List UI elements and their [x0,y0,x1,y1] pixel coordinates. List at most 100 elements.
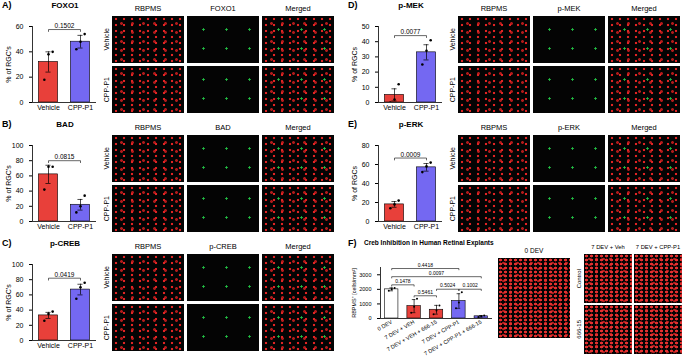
svg-text:0.0097: 0.0097 [429,270,445,276]
html-text:CPP-P1: CPP-P1 [102,195,110,222]
svg-text:0.1478: 0.1478 [395,278,411,284]
svg-text:2000: 2000 [359,286,371,292]
html-text:BAD: BAD [56,120,74,129]
html-text:CPP-P1: CPP-P1 [102,314,110,341]
html-text:CPP-P1: CPP-P1 [102,76,110,103]
svg-text:7 DEV + VEH: 7 DEV + VEH [383,318,416,341]
html-text:C): C) [2,238,12,248]
svg-text:40: 40 [16,48,24,55]
html-text:F): F) [348,238,357,248]
svg-text:0: 0 [20,337,24,344]
svg-text:0: 0 [366,99,370,106]
html-text:Merged: Merged [285,242,311,251]
svg-text:0.1502: 0.1502 [55,22,75,29]
html-text:CPP-P1: CPP-P1 [448,195,456,222]
html-text:p-ERK: p-ERK [398,120,424,129]
svg-text:Vehicle: Vehicle [37,104,60,111]
svg-text:20: 20 [362,199,370,206]
html-text:RBPMS: RBPMS [134,4,162,13]
html-text:0 DEV: 0 DEV [524,247,544,254]
svg-text:0 DEV: 0 DEV [376,319,393,332]
svg-text:40: 40 [362,38,370,45]
svg-text:60: 60 [16,172,24,179]
html-text:Merged: Merged [631,4,657,13]
svg-text:% of RGCs: % of RGCs [351,47,358,83]
html-text:RBPMS: RBPMS [480,123,508,132]
svg-text:80: 80 [16,157,24,164]
svg-text:80: 80 [16,276,24,283]
svg-text:0.5461: 0.5461 [418,289,434,295]
svg-text:0.0009: 0.0009 [401,151,421,158]
svg-text:20: 20 [16,203,24,210]
html-text:FOXO1: FOXO1 [210,4,236,13]
html-text:Merged: Merged [285,123,311,132]
html-text:A): A) [2,0,12,10]
html-text:Merged: Merged [631,123,657,132]
html-text:Vehicle: Vehicle [102,266,110,289]
svg-text:7 DEV + CPP-P1 + 666-15: 7 DEV + CPP-P1 + 666-15 [423,319,483,356]
html-text:Vehicle: Vehicle [102,147,110,170]
svg-text:100: 100 [12,142,24,149]
html-text:RBPMS: RBPMS [134,123,162,132]
svg-text:CPP-P1: CPP-P1 [68,104,93,111]
svg-text:40: 40 [16,306,24,313]
html-text:D): D) [348,0,358,10]
svg-text:60: 60 [16,23,24,30]
svg-text:0: 0 [20,99,24,106]
svg-text:60: 60 [362,161,370,168]
html-text:Vehicle: Vehicle [448,28,456,51]
html-text:RBPMS: RBPMS [480,4,508,13]
svg-text:0.0077: 0.0077 [401,28,421,35]
svg-text:10: 10 [362,84,370,91]
html-text:p-ERK: p-ERK [558,123,580,132]
svg-text:Vehicle: Vehicle [37,223,60,230]
svg-text:% of RGC's: % of RGC's [5,165,12,202]
svg-text:1000: 1000 [359,301,371,307]
svg-text:20: 20 [362,68,370,75]
svg-text:% of RGC's: % of RGC's [5,284,12,321]
html-text:BAD: BAD [215,123,231,132]
html-text:p-CREB: p-CREB [209,242,237,251]
html-text:p-CREB: p-CREB [49,239,81,248]
svg-text:0.0419: 0.0419 [55,271,75,278]
svg-text:20: 20 [16,322,24,329]
svg-text:% of RGCs: % of RGCs [351,166,358,202]
svg-text:3000: 3000 [359,272,371,278]
svg-text:40: 40 [362,180,370,187]
html-text:Merged: Merged [285,4,311,13]
svg-text:CPP-P1: CPP-P1 [414,104,439,111]
svg-text:40: 40 [16,187,24,194]
html-text:p-MEK: p-MEK [398,1,424,10]
svg-text:20: 20 [16,73,24,80]
svg-text:CPP-P1: CPP-P1 [68,223,93,230]
html-text:CPP-P1: CPP-P1 [448,76,456,103]
svg-text:0.4418: 0.4418 [418,262,434,268]
svg-text:0: 0 [368,315,371,321]
html-text:RBPMS: RBPMS [134,242,162,251]
html-text:Vehicle: Vehicle [102,28,110,51]
svg-text:60: 60 [16,291,24,298]
svg-text:0: 0 [20,218,24,225]
html-text:p-MEK: p-MEK [557,4,581,13]
html-text:Vehicle: Vehicle [448,147,456,170]
svg-text:0.1002: 0.1002 [462,282,478,288]
svg-text:50: 50 [362,23,370,30]
html-text:E): E) [348,119,357,129]
svg-text:RBPMS⁺ [cells/mm²]: RBPMS⁺ [cells/mm²] [351,268,357,318]
svg-text:Vehicle: Vehicle [383,104,406,111]
html-text:Creb Inhibition in Human Retin: Creb Inhibition in Human Retinal Explant… [364,239,494,246]
svg-text:Vehicle: Vehicle [37,342,60,349]
svg-text:CPP-P1: CPP-P1 [68,342,93,349]
svg-text:80: 80 [362,142,370,149]
svg-text:100: 100 [12,261,24,268]
svg-text:0.0815: 0.0815 [55,153,75,160]
svg-text:Vehicle: Vehicle [383,223,406,230]
html-text:B): B) [2,119,12,129]
svg-text:% of RGC's: % of RGC's [5,46,12,83]
svg-text:0: 0 [366,218,370,225]
html-text:FOXO1: FOXO1 [51,1,79,10]
svg-text:30: 30 [362,53,370,60]
svg-text:0.5024: 0.5024 [440,282,456,288]
svg-text:CPP-P1: CPP-P1 [414,223,439,230]
svg-text:7 DEV + VEH + 666-15: 7 DEV + VEH + 666-15 [385,318,438,353]
